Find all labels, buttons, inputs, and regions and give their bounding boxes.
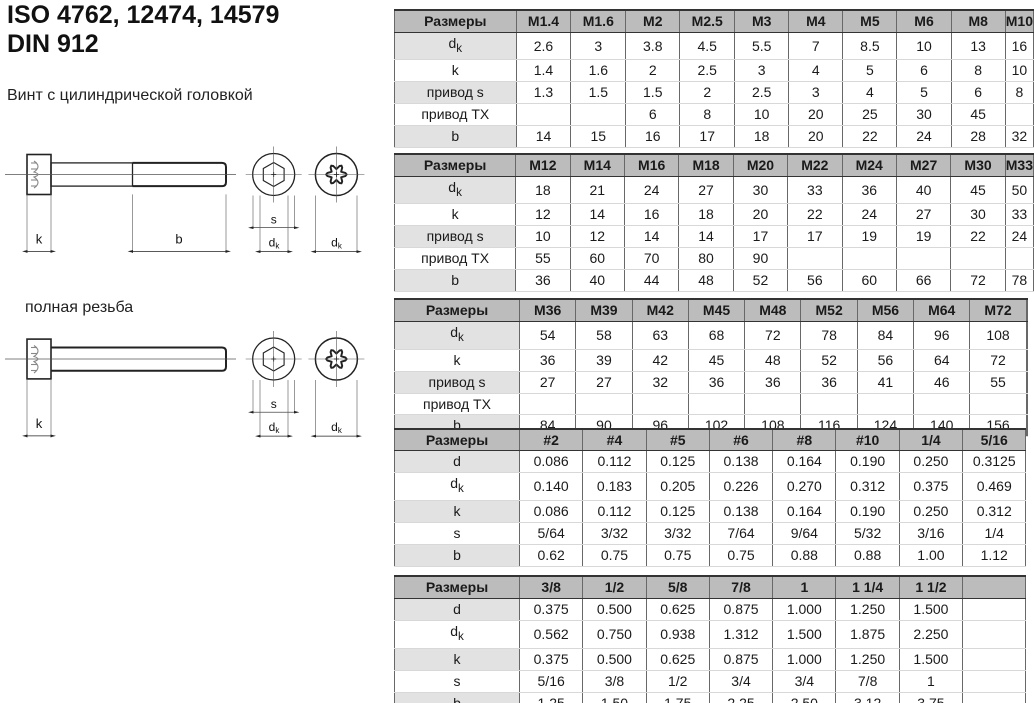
svg-text:b: b <box>175 231 182 246</box>
svg-text:dk: dk <box>269 236 281 251</box>
svg-text:k: k <box>36 231 43 246</box>
svg-text:s: s <box>271 212 277 226</box>
svg-text:s: s <box>271 397 277 411</box>
svg-text:dk: dk <box>269 420 281 435</box>
svg-text:dk: dk <box>331 420 343 435</box>
svg-text:dk: dk <box>331 236 343 251</box>
svg-text:k: k <box>36 416 43 431</box>
